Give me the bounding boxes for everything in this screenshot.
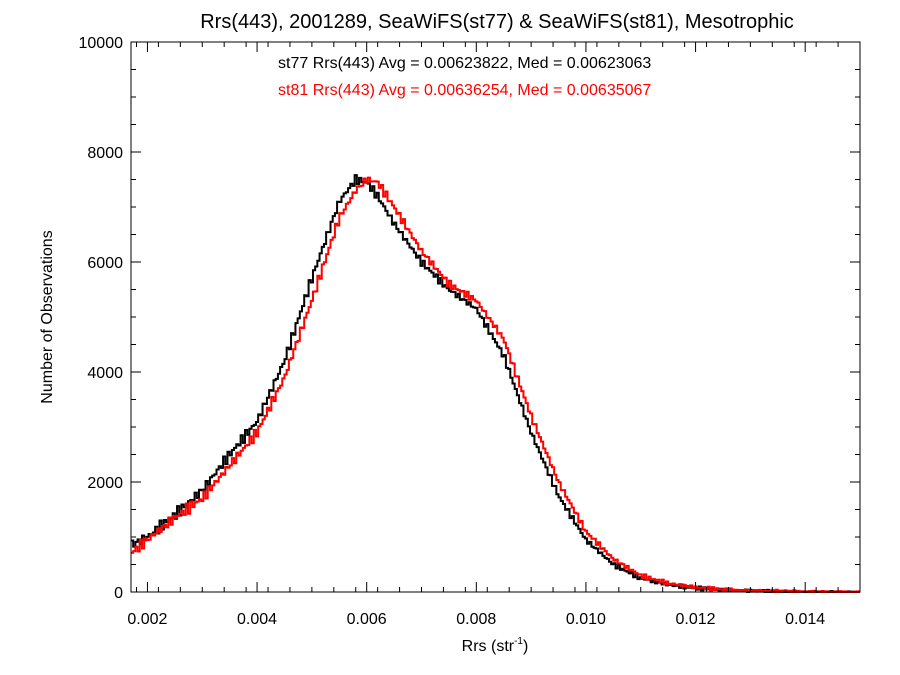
y-axis-label: Number of Observations [39,230,56,403]
y-tick-label: 4000 [87,365,123,382]
x-tick-label: 0.002 [127,611,167,628]
y-tick-label: 0 [114,585,123,602]
x-tick-label: 0.010 [566,611,606,628]
x-tick-label: 0.014 [785,611,825,628]
x-tick-label: 0.012 [676,611,716,628]
x-tick-label: 0.008 [456,611,496,628]
stats-annotation: st81 Rrs(443) Avg = 0.00636254, Med = 0.… [278,82,651,99]
plot-frame [130,41,861,593]
chart-title: Rrs(443), 2001289, SeaWiFS(st77) & SeaWi… [200,11,794,33]
y-tick-label: 10000 [79,35,124,52]
tick-labels: 0.002 0.004 0.006 0.008 0.010 0.012 0.014 0 2000… [79,35,826,628]
series-line [131,176,860,593]
annotations: st77 Rrs(443) Avg = 0.00623822, Med = 0.… [278,55,651,99]
series-line [131,174,860,593]
x-tick-label: 0.004 [237,611,277,628]
y-tick-label: 8000 [87,145,123,162]
x-tick-label: 0.006 [347,611,387,628]
axis-ticks [131,41,861,593]
plot-area [131,174,860,593]
x-axis-label: Rrs (str-1) [462,636,529,655]
stats-annotation: st77 Rrs(443) Avg = 0.00623822, Med = 0.… [278,55,651,72]
y-tick-label: 2000 [87,475,123,492]
y-tick-label: 6000 [87,255,123,272]
x-axis-label-superscript: -1 [514,636,523,647]
